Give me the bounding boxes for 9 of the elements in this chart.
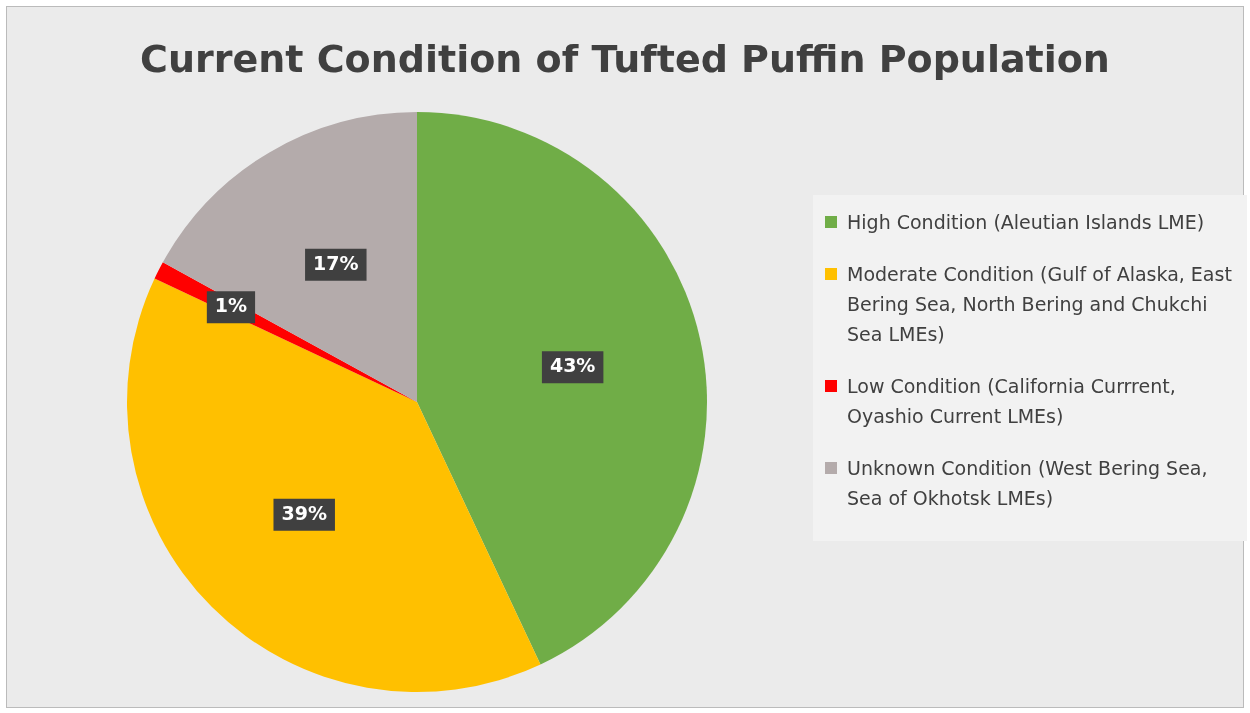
legend-label: Low Condition (California Currrent, Oyashio Current LMEs)	[847, 374, 1177, 429]
legend-label: High Condition (Aleutian Islands LME)	[847, 210, 1205, 235]
data-label: 43%	[549, 354, 596, 377]
legend-label: Moderate Condition (Gulf of Alaska, East Bering Sea, North Bering and Chukchi Sea LMEs)	[847, 262, 1233, 347]
data-label: 1%	[214, 294, 248, 317]
chart-title: Current Condition of Tufted Puffin Population	[139, 37, 1111, 81]
data-label: 17%	[313, 251, 359, 274]
legend-label: Unknown Condition (West Bering Sea, Sea of Okhotsk LMEs)	[847, 456, 1209, 511]
data-label: 39%	[281, 501, 327, 524]
